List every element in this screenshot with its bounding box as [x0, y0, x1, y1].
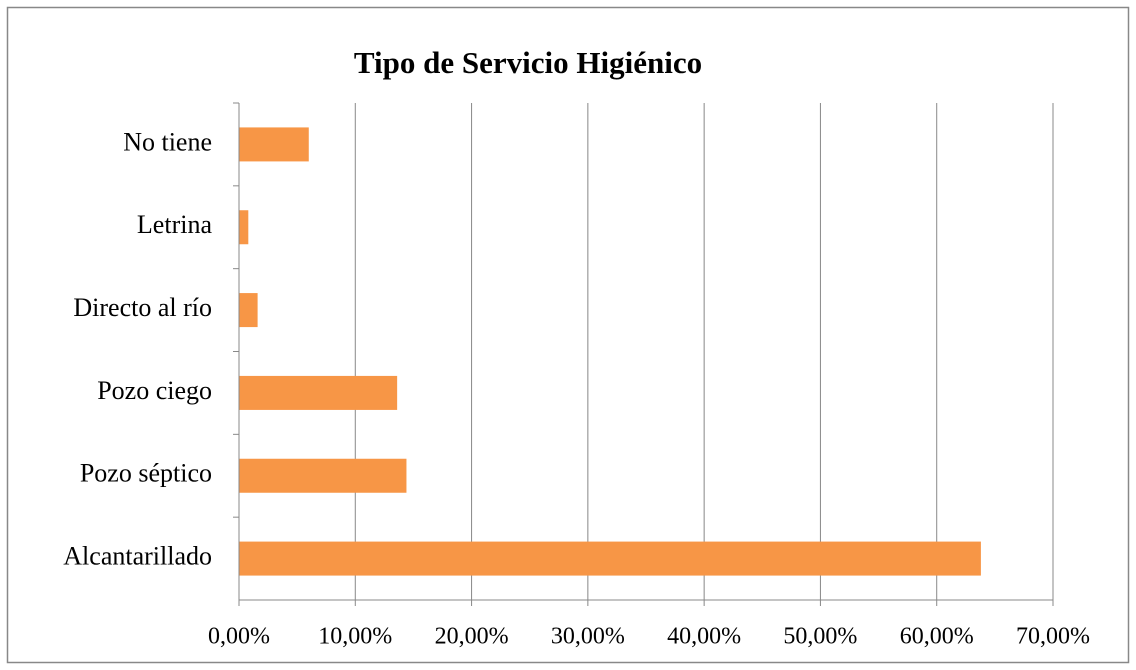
bar — [239, 293, 258, 328]
x-tick-label: 60,00% — [900, 624, 974, 650]
y-tick-label: Pozo séptico — [80, 459, 212, 488]
x-tick-label: 50,00% — [783, 624, 857, 650]
x-tick-label: 30,00% — [551, 624, 625, 650]
x-tick-label: 40,00% — [667, 624, 741, 650]
bar — [239, 541, 981, 576]
y-tick-label: Letrina — [137, 210, 213, 239]
y-tick-label: Directo al río — [73, 293, 212, 322]
bar — [239, 210, 249, 245]
bar — [239, 375, 398, 410]
bar — [239, 458, 407, 493]
x-tick-label: 10,00% — [318, 624, 392, 650]
y-tick-label: Pozo ciego — [97, 376, 212, 405]
x-tick-label: 20,00% — [435, 624, 509, 650]
y-tick-label: Alcantarillado — [63, 542, 212, 571]
y-tick-label: No tiene — [123, 127, 212, 156]
bar — [239, 127, 309, 162]
x-tick-label: 0,00% — [208, 624, 270, 650]
x-tick-label: 70,00% — [1016, 624, 1090, 650]
chart-title: Tipo de Servicio Higiénico — [354, 45, 702, 80]
